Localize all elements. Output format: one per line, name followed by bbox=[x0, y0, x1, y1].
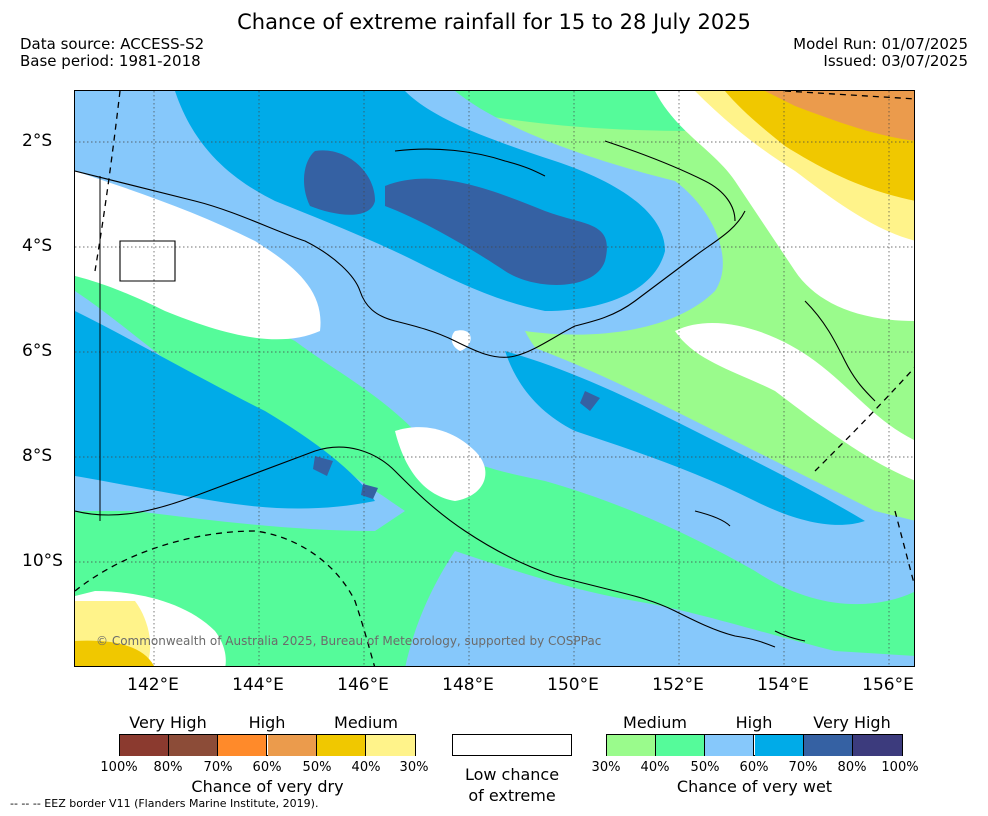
wet-tick: 60% bbox=[739, 760, 769, 775]
dry-swatch-2 bbox=[218, 735, 268, 756]
issued-text: Issued: 03/07/2025 bbox=[823, 52, 968, 70]
neutral-title-line1: Low chance bbox=[464, 765, 560, 784]
copyright-text: © Commonwealth of Australia 2025, Bureau… bbox=[96, 634, 602, 648]
lat-label-4s: 4°S bbox=[22, 236, 53, 256]
lon-label-142e: 142°E bbox=[127, 675, 179, 695]
wet-swatch-3 bbox=[754, 735, 804, 756]
wet-tier-high: High bbox=[735, 713, 773, 732]
lat-label-10s: 10°S bbox=[22, 551, 63, 571]
wet-swatch-1 bbox=[656, 735, 706, 756]
dry-swatch-3 bbox=[267, 735, 317, 756]
wet-tick: 80% bbox=[837, 760, 867, 775]
wet-tick: 40% bbox=[640, 760, 670, 775]
dry-colorbar bbox=[119, 734, 416, 756]
wet-70-patch-1 bbox=[303, 150, 375, 215]
wet-tick: 50% bbox=[690, 760, 720, 775]
neutral-swatch bbox=[452, 734, 572, 756]
wet-colorbar bbox=[606, 734, 903, 756]
neutral-legend-title: Low chance of extreme bbox=[442, 764, 582, 806]
wet-swatch-2 bbox=[705, 735, 755, 756]
wet-swatch-0 bbox=[607, 735, 657, 756]
wet-tick: 70% bbox=[788, 760, 818, 775]
wet-tier-medium: Medium bbox=[623, 713, 687, 732]
lat-label-6s: 6°S bbox=[22, 341, 53, 361]
wet-legend-title: Chance of very wet bbox=[676, 777, 833, 796]
dry-tier-very-high: Very High bbox=[129, 713, 207, 732]
wet-70-patch-2 bbox=[385, 178, 607, 285]
dry-tick: 100% bbox=[100, 760, 138, 775]
dry-50-zone bbox=[765, 91, 914, 141]
dry-tick: 80% bbox=[153, 760, 183, 775]
dry-tick: 60% bbox=[252, 760, 282, 775]
dry-tick: 50% bbox=[302, 760, 332, 775]
eez-borders bbox=[75, 91, 914, 666]
lon-label-150e: 150°E bbox=[547, 675, 599, 695]
lon-label-152e: 152°E bbox=[652, 675, 704, 695]
wet-60-zone-east bbox=[505, 351, 865, 525]
meta-left: Data source: ACCESS-S2 Base period: 1981… bbox=[20, 36, 204, 70]
neutral-title-line2: of extreme bbox=[468, 786, 556, 805]
eez-note: -- -- -- EEZ border V11 (Flanders Marine… bbox=[10, 797, 319, 810]
dry-swatch-5 bbox=[365, 735, 415, 756]
lon-label-156e: 156°E bbox=[862, 675, 914, 695]
dry-legend-title: Chance of very dry bbox=[191, 777, 344, 796]
coastlines bbox=[75, 140, 876, 648]
rainfall-map[interactable]: © Commonwealth of Australia 2025, Bureau… bbox=[74, 90, 915, 667]
wet-tick: 30% bbox=[591, 760, 621, 775]
wet-70-patch-3 bbox=[580, 391, 600, 411]
data-source-text: Data source: ACCESS-S2 bbox=[20, 35, 205, 53]
low-chance-east bbox=[675, 323, 914, 481]
dry-swatch-1 bbox=[169, 735, 219, 756]
lat-label-2s: 2°S bbox=[22, 131, 53, 151]
meta-right: Model Run: 01/07/2025 Issued: 03/07/2025 bbox=[793, 36, 968, 70]
dry-40-zone-southwest bbox=[75, 640, 154, 666]
dry-swatch-4 bbox=[316, 735, 366, 756]
wet-50-zone-south bbox=[405, 551, 914, 666]
low-chance-west bbox=[75, 171, 321, 340]
wet-tick: 100% bbox=[881, 760, 919, 775]
wet-60-zone-west bbox=[75, 311, 375, 509]
wet-tier-very-high: Very High bbox=[813, 713, 891, 732]
lon-label-148e: 148°E bbox=[442, 675, 494, 695]
graticule bbox=[75, 91, 914, 666]
map-canvas bbox=[75, 91, 914, 666]
map-title: Chance of extreme rainfall for 15 to 28 … bbox=[237, 10, 751, 34]
dry-tick: 40% bbox=[351, 760, 381, 775]
base-period-text: Base period: 1981-2018 bbox=[20, 52, 201, 70]
dry-tick: 30% bbox=[399, 760, 429, 775]
dry-tier-high: High bbox=[248, 713, 286, 732]
lat-label-8s: 8°S bbox=[22, 446, 53, 466]
model-run-text: Model Run: 01/07/2025 bbox=[793, 35, 968, 53]
wet-swatch-5 bbox=[852, 735, 902, 756]
dry-swatch-0 bbox=[120, 735, 170, 756]
lon-label-144e: 144°E bbox=[232, 675, 284, 695]
dry-tier-medium: Medium bbox=[334, 713, 398, 732]
wet-70-patch-4 bbox=[313, 456, 333, 476]
wet-swatch-4 bbox=[803, 735, 853, 756]
lon-label-154e: 154°E bbox=[757, 675, 809, 695]
lon-label-146e: 146°E bbox=[337, 675, 389, 695]
wet-70-patch-5 bbox=[361, 484, 378, 499]
low-chance-central bbox=[395, 427, 486, 501]
dry-tick: 70% bbox=[203, 760, 233, 775]
